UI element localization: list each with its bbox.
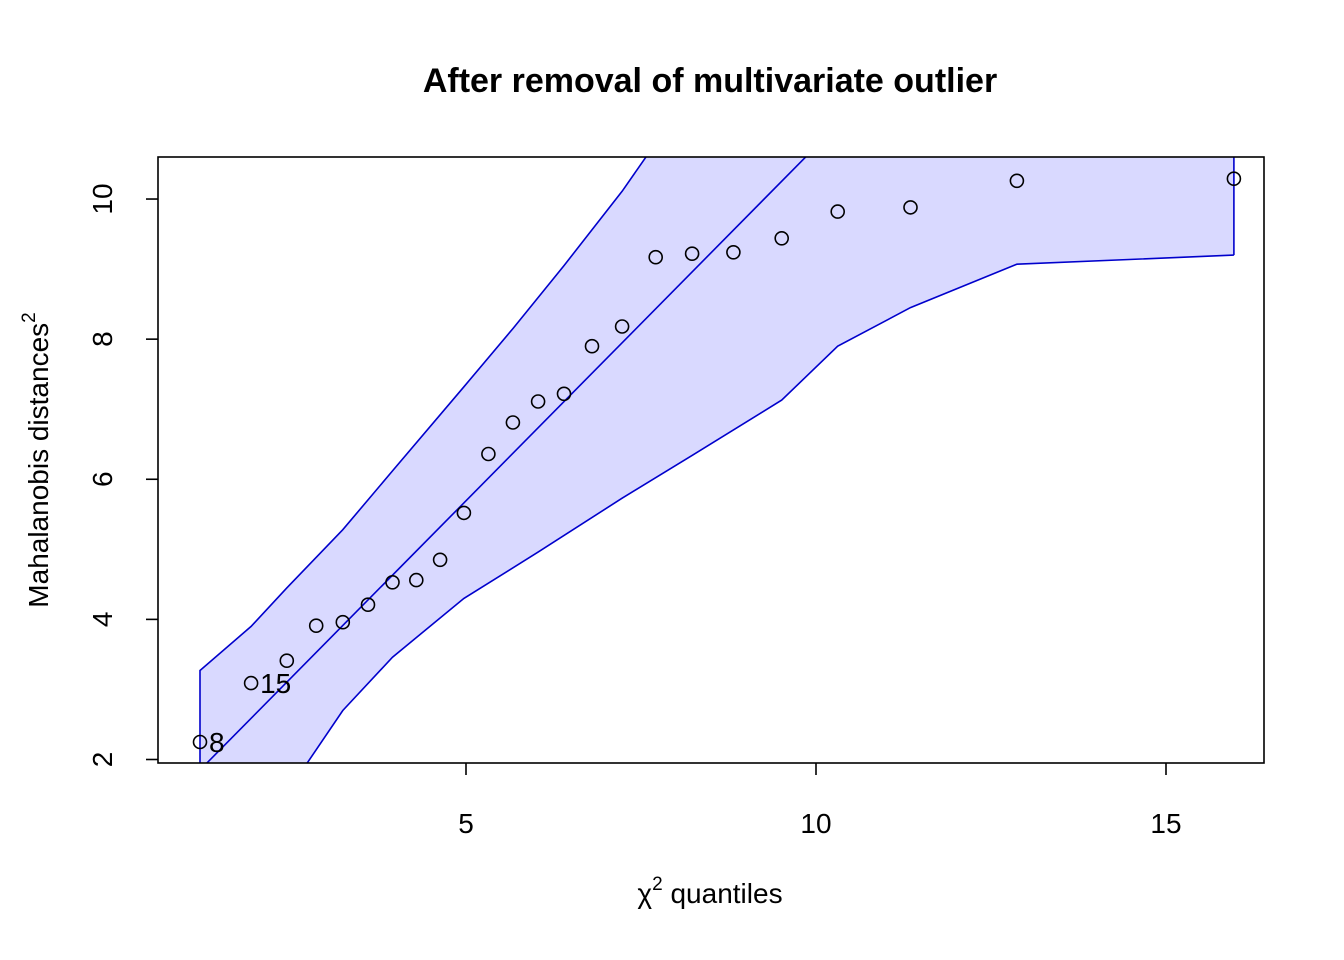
data-point xyxy=(584,338,600,354)
point-labels: 8 15 xyxy=(209,668,291,758)
data-point xyxy=(505,415,521,430)
x-tick-label: 10 xyxy=(800,808,831,839)
data-point xyxy=(830,204,846,219)
data-point xyxy=(408,572,424,588)
reference-line xyxy=(205,157,807,763)
data-point xyxy=(530,394,546,409)
data-point xyxy=(192,734,208,750)
point-label: 8 xyxy=(209,727,225,758)
band-upper-line xyxy=(199,157,647,763)
x-axis-label-superscript: 2 xyxy=(652,874,663,895)
data-point xyxy=(614,319,630,334)
data-point xyxy=(335,614,351,630)
y-tick-label: 4 xyxy=(87,612,118,628)
data-point xyxy=(556,386,572,402)
y-tick-label: 8 xyxy=(87,331,118,347)
data-point xyxy=(279,653,295,669)
band-lower-line xyxy=(306,254,1234,763)
y-axis-label-superscript: 2 xyxy=(19,312,40,323)
y-axis-label-text: Mahalanobis distances xyxy=(23,323,54,608)
data-point xyxy=(432,552,448,568)
x-axis-label: χ2 quantiles xyxy=(637,874,782,909)
y-axis: 2 4 6 8 10 xyxy=(87,183,158,767)
x-axis: 5 10 15 xyxy=(458,763,1182,839)
confidence-band xyxy=(200,157,1234,763)
data-point xyxy=(308,618,324,634)
point-label: 15 xyxy=(260,668,291,699)
x-tick-label: 5 xyxy=(458,808,474,839)
data-point xyxy=(684,246,700,261)
data-point xyxy=(481,446,496,462)
x-axis-label-symbol: χ xyxy=(637,878,652,909)
y-axis-label: Mahalanobis distances2 xyxy=(19,312,54,607)
data-point xyxy=(1226,171,1242,186)
data-point xyxy=(726,245,741,260)
plot-frame xyxy=(157,156,1265,764)
data-point xyxy=(1009,173,1025,189)
data-point xyxy=(243,675,259,691)
data-point xyxy=(385,574,400,590)
chart-title: After removal of multivariate outlier xyxy=(423,62,997,100)
y-tick-label: 2 xyxy=(87,752,118,768)
data-point xyxy=(648,249,664,265)
y-tick-label: 10 xyxy=(87,183,118,214)
data-point xyxy=(456,505,472,521)
data-point xyxy=(903,200,918,215)
x-tick-label: 15 xyxy=(1150,808,1181,839)
data-point xyxy=(774,231,790,246)
x-axis-label-text: quantiles xyxy=(663,878,783,909)
data-point xyxy=(360,597,376,613)
y-tick-label: 6 xyxy=(87,471,118,487)
plot-area xyxy=(192,157,1242,763)
data-points xyxy=(192,171,1242,750)
